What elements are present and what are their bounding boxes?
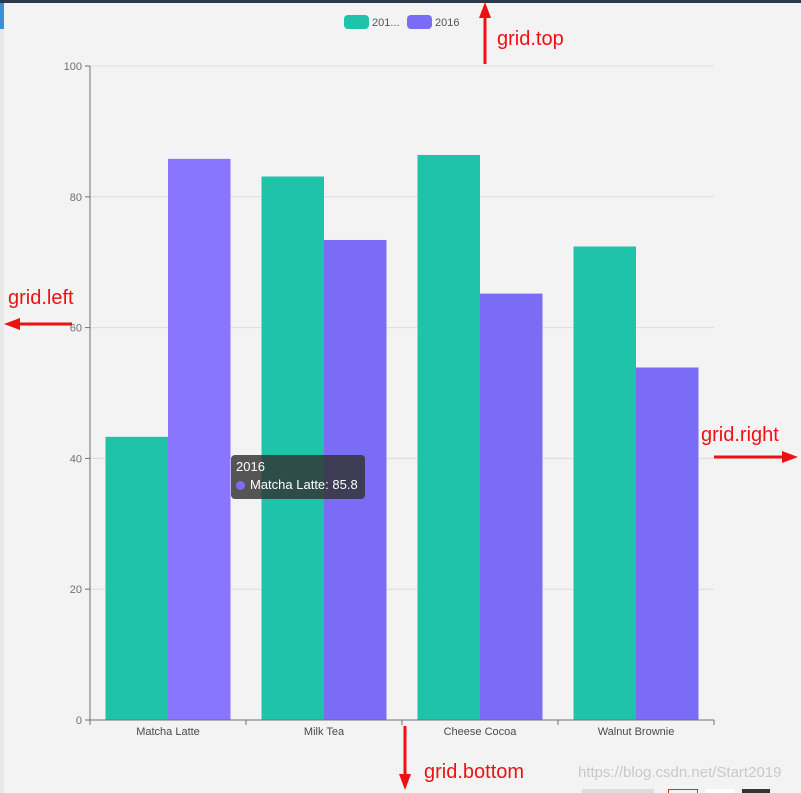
annotation-grid-top: grid.top xyxy=(497,28,564,50)
y-tick-label: 80 xyxy=(70,192,82,204)
toolbar-box[interactable] xyxy=(742,789,770,793)
left-panel-tab xyxy=(0,3,4,29)
chart-tooltip: 2016 Matcha Latte: 85.8 xyxy=(231,455,365,499)
bar-2015-cheese-cocoa[interactable] xyxy=(417,154,481,721)
bar-2016-matcha-latte[interactable] xyxy=(168,158,231,721)
legend[interactable]: 201... 2016 xyxy=(344,15,459,29)
grid-bottom-arrow xyxy=(399,726,411,790)
watermark: https://blog.csdn.net/Start2019 xyxy=(578,764,782,781)
bar-2016-walnut-brownie[interactable] xyxy=(636,367,699,720)
left-panel-strip xyxy=(0,3,4,793)
x-tick-label: Milk Tea xyxy=(304,726,345,738)
grid-left-arrow xyxy=(4,318,72,330)
y-tick-label: 20 xyxy=(70,584,82,596)
tooltip-row: Matcha Latte: 85.8 xyxy=(236,476,360,494)
annotation-grid-bottom: grid.bottom xyxy=(424,761,525,783)
legend-swatch[interactable] xyxy=(407,15,432,29)
toolbar-box[interactable] xyxy=(582,789,654,793)
x-tick-label: Cheese Cocoa xyxy=(444,726,518,738)
grid-top-arrow xyxy=(479,2,491,64)
x-tick-label: Walnut Brownie xyxy=(598,726,675,738)
annotation-grid-left: grid.left xyxy=(8,287,74,309)
legend-label[interactable]: 2016 xyxy=(435,17,459,29)
tooltip-series-dot xyxy=(236,480,245,490)
bar-2015-milk-tea[interactable] xyxy=(261,176,325,720)
window-top-border xyxy=(0,0,801,3)
y-tick-label: 60 xyxy=(70,323,82,335)
annotation-arrows xyxy=(4,2,798,790)
toolbar-box[interactable] xyxy=(668,789,698,793)
grid-right-arrow xyxy=(714,451,798,463)
y-tick-label: 0 xyxy=(76,715,82,727)
y-tick-label: 100 xyxy=(64,61,82,73)
tooltip-text: Matcha Latte: 85.8 xyxy=(250,477,358,492)
y-tick-label: 40 xyxy=(70,453,82,465)
legend-swatch[interactable] xyxy=(344,15,369,29)
bars xyxy=(105,154,699,721)
tooltip-title: 2016 xyxy=(236,459,265,474)
annotation-grid-right: grid.right xyxy=(701,424,779,446)
axes: 0 20 40 60 80 100 Matcha Latte Milk Tea Cheese C… xyxy=(64,61,715,738)
legend-label[interactable]: 201... xyxy=(372,17,400,29)
bar-2016-cheese-cocoa[interactable] xyxy=(480,293,543,720)
toolbar-box[interactable] xyxy=(706,789,734,793)
bar-2015-walnut-brownie[interactable] xyxy=(573,246,637,720)
bar-2015-matcha-latte[interactable] xyxy=(105,436,169,720)
x-tick-label: Matcha Latte xyxy=(136,726,200,738)
